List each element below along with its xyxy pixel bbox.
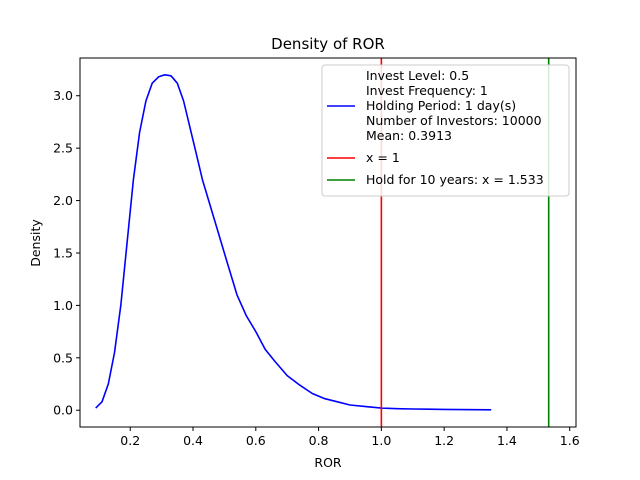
density-curve	[95, 74, 492, 411]
x-tick-label: 1.2	[434, 433, 454, 448]
legend-label: Invest Level: 0.5 Invest Frequency: 1 Hold…	[366, 68, 542, 143]
x-tick-label: 1.0	[371, 433, 391, 448]
legend: Invest Level: 0.5 Invest Frequency: 1 Hold…	[321, 64, 570, 197]
y-tick-label: 3.0	[53, 88, 73, 103]
x-tick-label: 0.4	[183, 433, 203, 448]
legend-label: Hold for 10 years: x = 1.533	[366, 172, 544, 187]
x-tick-label: 0.6	[246, 433, 266, 448]
x-tick-label: 0.8	[309, 433, 329, 448]
legend-box	[321, 64, 570, 197]
y-tick-label: 0.0	[53, 403, 73, 418]
y-axis: 0.0 0.5 1.0 1.5 2.0 2.5 3.0	[53, 88, 80, 418]
y-axis-title: Density	[28, 219, 43, 267]
x-tick-label: 0.2	[120, 433, 140, 448]
x-tick-label: 1.6	[560, 433, 580, 448]
plot-frame	[79, 57, 577, 428]
x-tick-label: 1.4	[497, 433, 517, 448]
y-tick-label: 1.5	[53, 245, 73, 260]
x-axis: 0.2 0.4 0.6 0.8 1.0 1.2 1.4 1.6	[120, 427, 580, 448]
y-tick-label: 1.0	[53, 298, 73, 313]
y-tick-label: 2.5	[53, 141, 73, 156]
chart-title: Density of ROR	[271, 35, 385, 53]
legend-label: x = 1	[366, 150, 400, 165]
y-tick-label: 2.0	[53, 193, 73, 208]
x-axis-title: ROR	[314, 455, 342, 470]
y-tick-label: 0.5	[53, 350, 73, 365]
